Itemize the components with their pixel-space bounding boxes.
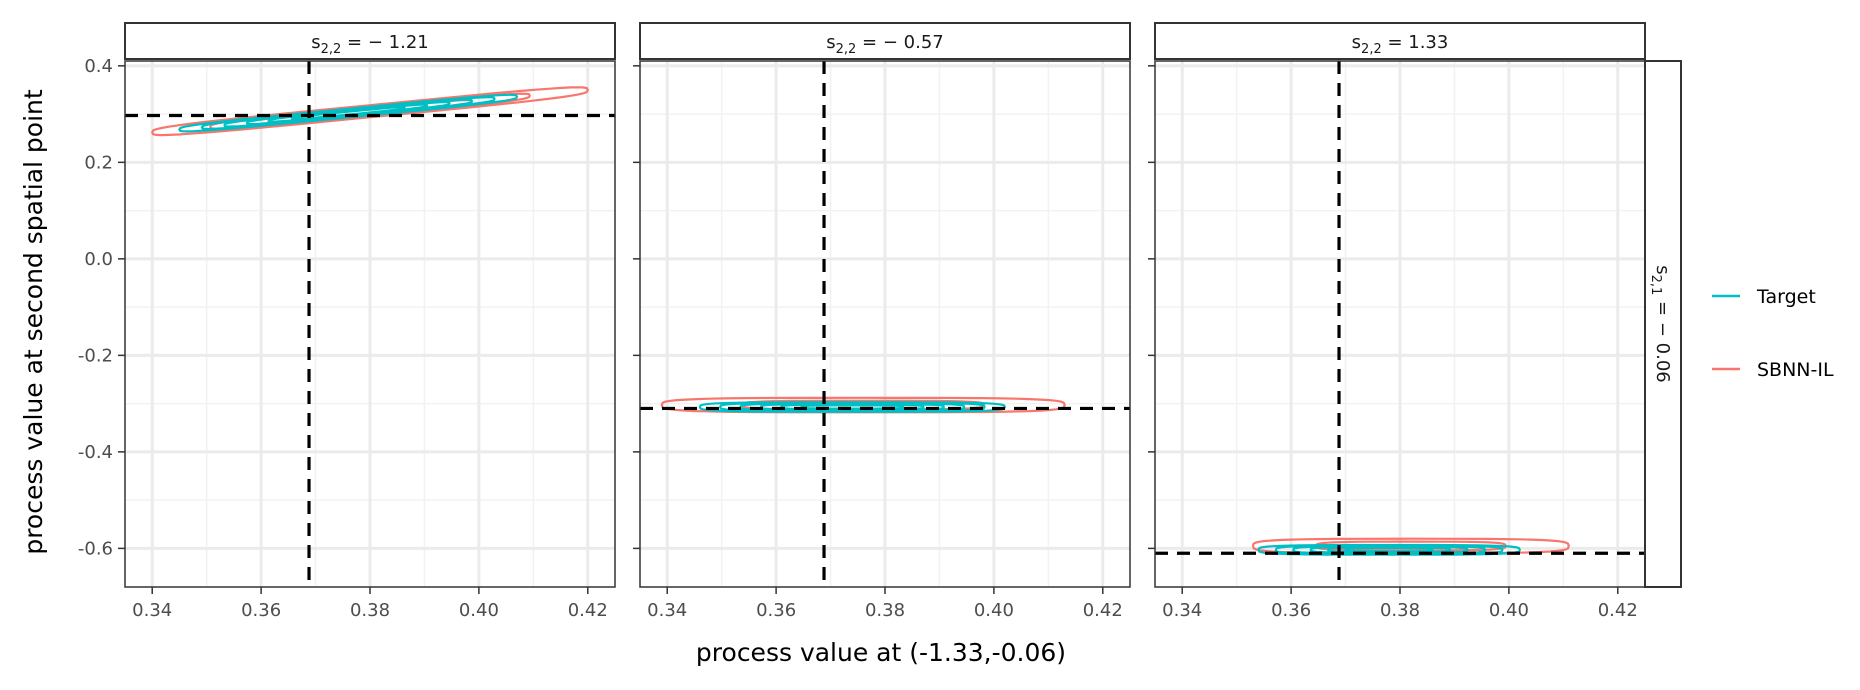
- contour-series-target: [178, 93, 519, 133]
- facet-panels: s2,2 = − 1.21 0.34 0.36 0.38 0.40 0.42 0.4 0.2 0…: [78, 22, 1646, 621]
- x-tick-label: 0.40: [1489, 600, 1529, 621]
- x-tick-label: 0.38: [865, 600, 905, 621]
- facet-panel-1: s2,2 = − 1.21 0.34 0.36 0.38 0.40 0.42 0.4 0.2 0…: [78, 22, 616, 621]
- x-tick-label: 0.42: [1598, 600, 1638, 621]
- y-tick-label: -0.2: [78, 345, 113, 366]
- column-strip: [1154, 22, 1646, 60]
- facet-panel-2: s2,2 = − 0.57 0.34 0.36 0.38 0.40 0.42: [633, 22, 1131, 621]
- column-strip-label: s2,2 = 1.33: [1352, 32, 1449, 57]
- y-axis-title: process value at second spatial point: [19, 89, 48, 555]
- contour-line: [660, 396, 1066, 414]
- x-tick-label: 0.36: [241, 600, 281, 621]
- y-tick-label: 0.4: [84, 56, 113, 77]
- x-tick-label: 0.40: [974, 600, 1014, 621]
- legend-label: Target: [1756, 286, 1816, 308]
- x-tick-label: 0.40: [459, 600, 499, 621]
- contour-line: [290, 105, 406, 121]
- legend: Target SBNN-IL: [1712, 286, 1834, 381]
- contour-line: [150, 86, 590, 137]
- x-tick-label: 0.34: [132, 600, 172, 621]
- row-strip-box: [1644, 60, 1682, 588]
- x-tick-label: 0.38: [1380, 600, 1420, 621]
- x-tick-label: 0.36: [756, 600, 796, 621]
- x-tick-label: 0.38: [350, 600, 390, 621]
- legend-entry-target: Target: [1712, 286, 1816, 308]
- row-strip: s2,1 = − 0.06: [1644, 60, 1682, 588]
- x-tick-label: 0.42: [568, 600, 608, 621]
- x-tick-label: 0.34: [647, 600, 687, 621]
- column-strip: [124, 22, 616, 60]
- y-tick-label: 0.2: [84, 152, 113, 173]
- row-strip-label: s2,1 = − 0.06: [1648, 265, 1673, 383]
- column-strip-label: s2,2 = − 0.57: [826, 32, 944, 57]
- legend-entry-sbnn-il: SBNN-IL: [1712, 359, 1834, 381]
- legend-label: SBNN-IL: [1757, 359, 1834, 381]
- column-strip: [639, 22, 1131, 60]
- x-tick-label: 0.42: [1083, 600, 1123, 621]
- y-tick-label: -0.6: [78, 538, 113, 559]
- x-tick-label: 0.34: [1162, 600, 1202, 621]
- y-tick-label: 0.0: [84, 249, 113, 270]
- x-tick-label: 0.36: [1271, 600, 1311, 621]
- y-tick-label: -0.4: [78, 442, 113, 463]
- x-axis-title: process value at (-1.33,-0.06): [696, 638, 1066, 667]
- column-strip-label: s2,2 = − 1.21: [311, 32, 429, 57]
- contour-line: [1344, 547, 1434, 553]
- facet-panel-3: s2,2 = 1.33 0.34 0.36 0.38 0.40 0.42: [1148, 22, 1646, 621]
